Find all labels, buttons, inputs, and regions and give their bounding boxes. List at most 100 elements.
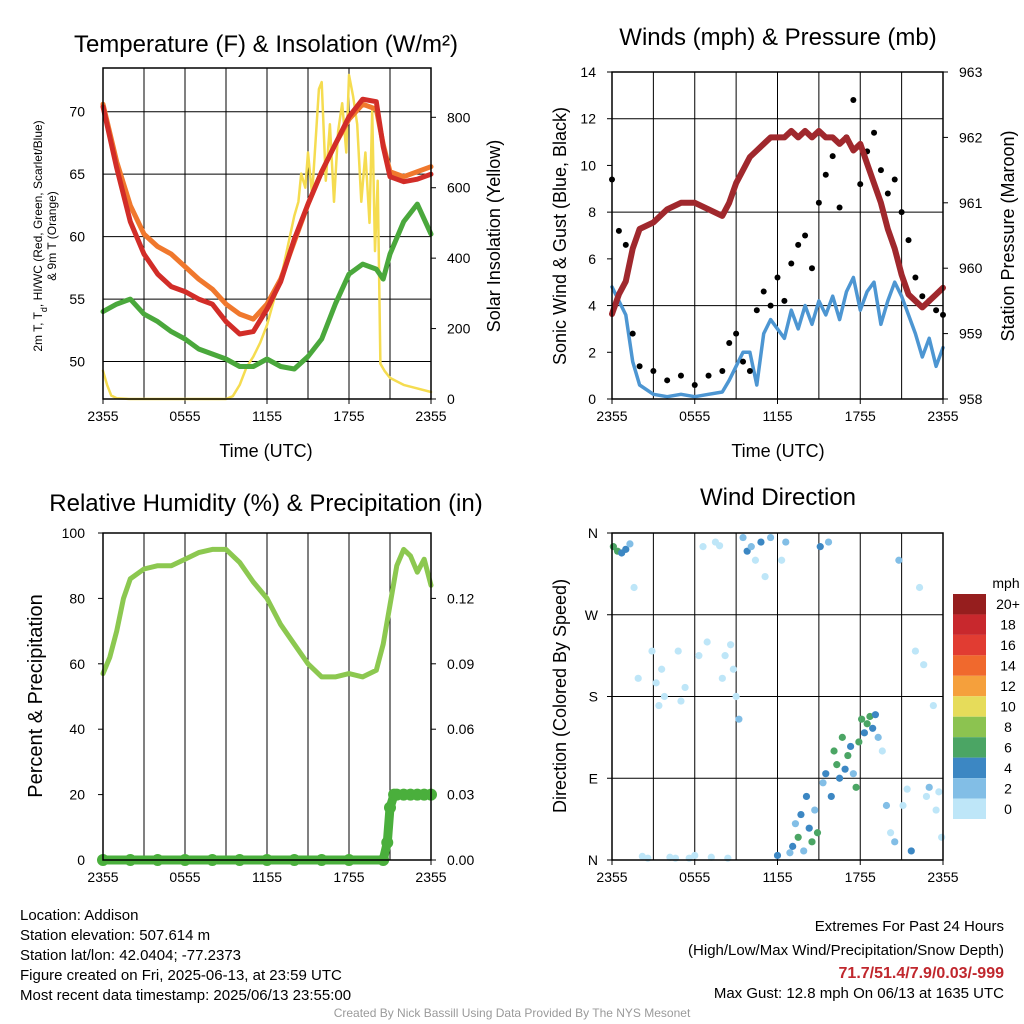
direction-point [800, 847, 808, 855]
direction-point [626, 540, 634, 548]
figure-created: Figure created on Fri, 2025-06-13, at 23… [20, 967, 342, 984]
direction-point [846, 742, 855, 751]
y-tick-label: 60 [69, 656, 85, 672]
gust-point [822, 171, 829, 178]
direction-point [822, 770, 830, 778]
gust-point [767, 302, 774, 309]
gust-point [836, 204, 843, 211]
gust-point [857, 181, 864, 188]
direction-point [860, 729, 868, 737]
recent-timestamp: Most recent data timestamp: 2025/06/13 2… [20, 987, 352, 1004]
x-tick-label: 2355 [415, 869, 446, 885]
direction-point [778, 556, 786, 564]
colorbar-label: 6 [1004, 739, 1012, 755]
direction-point [899, 801, 907, 810]
y2-tick-label: 0.06 [447, 721, 474, 737]
y2-tick-label: 960 [959, 260, 983, 276]
gust-point [781, 297, 788, 304]
series-line-rh [100, 546, 434, 680]
direction-point [932, 806, 940, 814]
direction-point [863, 720, 871, 728]
gust-point [629, 330, 636, 337]
colorbar-label: 16 [1000, 637, 1016, 653]
y-tick-label: 40 [69, 721, 85, 737]
wind-direction-ylabel: Direction (Colored By Speed) [550, 579, 570, 813]
direction-point [789, 842, 797, 850]
gust-point [760, 288, 767, 295]
gust-point [615, 227, 622, 234]
colorbar-swatch [953, 757, 986, 779]
extremes-title: Extremes For Past 24 Hours [814, 918, 1004, 935]
y2-tick-label: 400 [447, 250, 471, 266]
direction-point [830, 747, 838, 755]
direction-point [895, 556, 903, 564]
direction-point [816, 543, 824, 551]
y-tick-label: 12 [580, 111, 596, 127]
gust-point [788, 260, 795, 267]
direction-point [739, 533, 747, 542]
direction-point [721, 652, 729, 660]
gust-point [622, 241, 629, 248]
direction-point [773, 851, 782, 860]
direction-point [903, 785, 911, 793]
gust-point [802, 232, 809, 239]
direction-point [782, 538, 790, 546]
gust-point [733, 330, 740, 337]
y-tick-label: 100 [62, 525, 86, 541]
direction-point [922, 792, 931, 801]
y-tick-label: 4 [588, 298, 596, 314]
direction-point [622, 545, 630, 553]
x-tick-label: 1155 [252, 869, 282, 885]
direction-point [638, 852, 646, 860]
gust-point [650, 367, 657, 374]
direction-point [882, 801, 891, 810]
winds-xlabel: Time (UTC) [731, 441, 824, 461]
wind-direction-title: Wind Direction [700, 484, 856, 511]
extremes-values: 71.7/51.4/7.9/0.03/-999 [838, 965, 1004, 982]
gust-point [871, 129, 878, 136]
direction-point [869, 724, 877, 732]
direction-point [648, 647, 656, 655]
direction-point [757, 538, 765, 546]
direction-point [786, 849, 794, 857]
y2-tick-label: 961 [959, 195, 983, 211]
direction-point [634, 674, 642, 682]
y-tick-label: 20 [69, 787, 85, 803]
humidity-panel: Relative Humidity (%) & Precipitation (i… [25, 490, 483, 885]
x-tick-label: 0555 [679, 869, 710, 885]
colorbar-label: 2 [1004, 780, 1012, 796]
gust-point [636, 363, 643, 370]
y2-tick-label: 963 [959, 64, 983, 80]
direction-point [819, 779, 827, 787]
direction-point [855, 738, 863, 746]
figure-canvas: Temperature (F) & Insolation (W/m²) Time… [25, 24, 1020, 885]
y2-tick-label: 800 [447, 109, 471, 125]
gust-point [740, 358, 747, 365]
gust-point [753, 307, 760, 314]
direction-point [938, 833, 946, 841]
y-tick-label: 60 [69, 229, 85, 245]
y-tick-label: S [589, 689, 598, 705]
colorbar-swatch [953, 716, 986, 738]
colorbar-swatch [953, 675, 986, 697]
direction-point [852, 783, 860, 791]
direction-point [838, 733, 846, 741]
x-tick-label: 2355 [596, 869, 627, 885]
colorbar-swatch [953, 737, 986, 758]
direction-point [660, 692, 669, 701]
temperature-title: Temperature (F) & Insolation (W/m²) [74, 31, 458, 58]
y-tick-label: 8 [588, 204, 596, 220]
gust-point [808, 265, 815, 272]
direction-point [811, 806, 819, 814]
plot-frame [611, 71, 944, 400]
precip-point [384, 801, 396, 814]
colorbar-label: 14 [1000, 658, 1016, 674]
direction-point [824, 538, 833, 546]
direction-point [925, 783, 933, 791]
winds-title: Winds (mph) & Pressure (mb) [619, 24, 936, 51]
x-tick-label: 1155 [252, 408, 282, 424]
direction-point [791, 820, 800, 828]
direction-point [891, 838, 899, 846]
x-tick-label: 0555 [169, 869, 200, 885]
colorbar-label: 0 [1004, 801, 1012, 817]
